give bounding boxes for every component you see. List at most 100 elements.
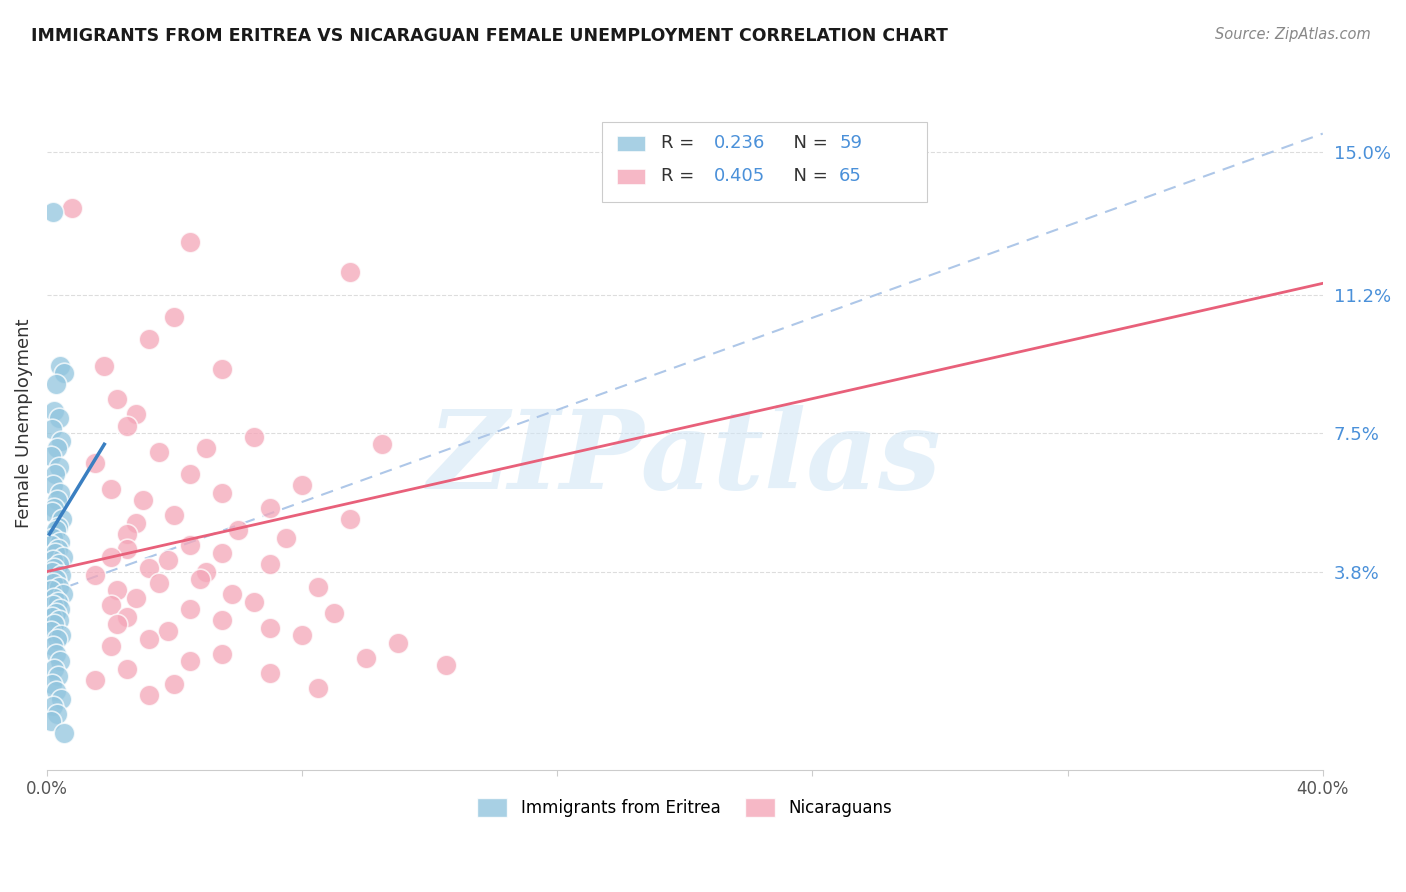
- Point: [179, 538, 201, 552]
- Text: ZIPatlas: ZIPatlas: [427, 405, 942, 512]
- Point: [148, 444, 170, 458]
- Point: [46, 632, 69, 646]
- Point: [125, 516, 148, 530]
- Point: [49, 359, 72, 373]
- Text: N =: N =: [782, 134, 834, 153]
- Point: [339, 512, 361, 526]
- Point: [211, 647, 233, 661]
- Point: [211, 362, 233, 376]
- Point: [45, 524, 67, 538]
- Point: [39, 583, 62, 598]
- Point: [49, 602, 72, 616]
- Point: [105, 392, 128, 407]
- Point: [48, 557, 70, 571]
- Point: [259, 500, 281, 515]
- Point: [41, 677, 63, 691]
- FancyBboxPatch shape: [617, 169, 645, 184]
- Point: [157, 553, 180, 567]
- Point: [211, 546, 233, 560]
- Point: [48, 613, 70, 627]
- Point: [45, 606, 67, 620]
- Point: [51, 568, 73, 582]
- Point: [131, 493, 153, 508]
- Point: [41, 565, 63, 579]
- Point: [259, 665, 281, 680]
- Point: [259, 557, 281, 571]
- Y-axis label: Female Unemployment: Female Unemployment: [15, 319, 32, 528]
- Point: [115, 662, 138, 676]
- Point: [41, 205, 63, 219]
- Point: [125, 591, 148, 605]
- Point: [195, 565, 218, 579]
- Point: [46, 669, 69, 683]
- Point: [51, 434, 73, 448]
- Point: [42, 662, 65, 676]
- Text: R =: R =: [661, 168, 700, 186]
- Point: [163, 508, 186, 523]
- Point: [105, 583, 128, 598]
- Point: [138, 333, 160, 347]
- Point: [93, 359, 115, 373]
- Point: [243, 430, 266, 444]
- Point: [387, 636, 409, 650]
- Point: [48, 459, 70, 474]
- Point: [60, 202, 83, 216]
- Point: [307, 681, 329, 695]
- Point: [45, 684, 67, 698]
- Point: [138, 688, 160, 702]
- Point: [41, 531, 63, 545]
- Point: [83, 568, 105, 582]
- Text: 59: 59: [839, 134, 862, 153]
- Point: [42, 500, 65, 515]
- Text: 0.405: 0.405: [714, 168, 765, 186]
- Point: [49, 486, 72, 500]
- Point: [46, 542, 69, 557]
- Point: [138, 561, 160, 575]
- Point: [53, 366, 76, 380]
- Point: [48, 580, 70, 594]
- Point: [39, 624, 62, 639]
- Point: [39, 538, 62, 552]
- Point: [41, 609, 63, 624]
- Point: [49, 655, 72, 669]
- Point: [45, 647, 67, 661]
- Point: [46, 441, 69, 455]
- Point: [44, 546, 66, 560]
- Point: [100, 599, 122, 613]
- Point: [41, 699, 63, 714]
- Point: [354, 650, 377, 665]
- FancyBboxPatch shape: [617, 136, 645, 151]
- Point: [41, 478, 63, 492]
- Text: IMMIGRANTS FROM ERITREA VS NICARAGUAN FEMALE UNEMPLOYMENT CORRELATION CHART: IMMIGRANTS FROM ERITREA VS NICARAGUAN FE…: [31, 27, 948, 45]
- Point: [51, 512, 73, 526]
- Text: N =: N =: [782, 168, 834, 186]
- Point: [211, 613, 233, 627]
- Point: [46, 519, 69, 533]
- Point: [42, 403, 65, 417]
- Point: [100, 549, 122, 564]
- FancyBboxPatch shape: [602, 122, 927, 202]
- Point: [105, 617, 128, 632]
- Point: [52, 587, 75, 601]
- Point: [291, 628, 314, 642]
- Point: [115, 418, 138, 433]
- Point: [46, 706, 69, 721]
- Text: R =: R =: [661, 134, 700, 153]
- Point: [163, 677, 186, 691]
- Point: [226, 524, 249, 538]
- Point: [45, 377, 67, 392]
- Point: [83, 673, 105, 688]
- Point: [39, 449, 62, 463]
- Point: [53, 725, 76, 739]
- Legend: Immigrants from Eritrea, Nicaraguans: Immigrants from Eritrea, Nicaraguans: [471, 791, 898, 824]
- Point: [434, 658, 457, 673]
- Point: [42, 617, 65, 632]
- Point: [51, 691, 73, 706]
- Point: [125, 408, 148, 422]
- Point: [291, 478, 314, 492]
- Point: [41, 599, 63, 613]
- Point: [41, 553, 63, 567]
- Point: [243, 594, 266, 608]
- Point: [46, 594, 69, 608]
- Point: [39, 714, 62, 729]
